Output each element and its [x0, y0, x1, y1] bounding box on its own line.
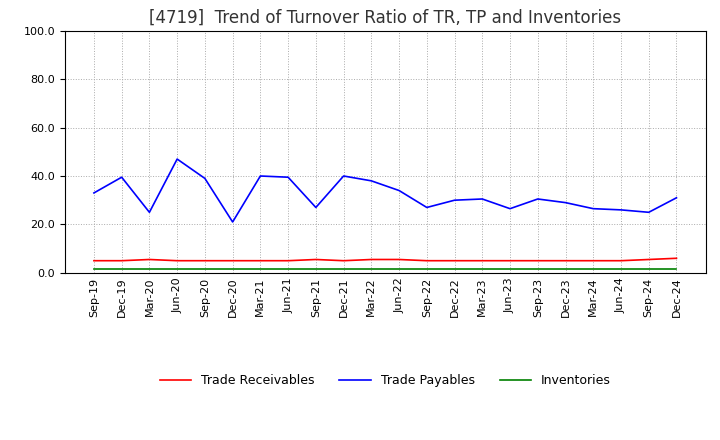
Trade Payables	[367, 178, 376, 183]
Trade Receivables	[395, 257, 403, 262]
Trade Payables	[505, 206, 514, 211]
Trade Payables	[89, 190, 98, 195]
Trade Payables	[561, 200, 570, 205]
Trade Receivables	[450, 258, 459, 263]
Trade Receivables	[561, 258, 570, 263]
Trade Receivables	[312, 257, 320, 262]
Trade Receivables	[173, 258, 181, 263]
Trade Receivables	[423, 258, 431, 263]
Trade Payables	[395, 188, 403, 193]
Trade Receivables	[478, 258, 487, 263]
Inventories	[672, 267, 681, 272]
Trade Payables	[312, 205, 320, 210]
Trade Payables	[117, 175, 126, 180]
Inventories	[644, 267, 653, 272]
Trade Receivables	[367, 257, 376, 262]
Trade Payables	[256, 173, 265, 179]
Inventories	[367, 267, 376, 272]
Trade Payables	[450, 198, 459, 203]
Trade Receivables	[534, 258, 542, 263]
Trade Receivables	[505, 258, 514, 263]
Inventories	[561, 267, 570, 272]
Trade Receivables	[256, 258, 265, 263]
Inventories	[145, 267, 154, 272]
Trade Receivables	[339, 258, 348, 263]
Inventories	[256, 267, 265, 272]
Trade Receivables	[89, 258, 98, 263]
Inventories	[284, 267, 292, 272]
Trade Receivables	[145, 257, 154, 262]
Trade Receivables	[284, 258, 292, 263]
Inventories	[228, 267, 237, 272]
Trade Receivables	[644, 257, 653, 262]
Inventories	[478, 267, 487, 272]
Inventories	[395, 267, 403, 272]
Inventories	[616, 267, 625, 272]
Inventories	[423, 267, 431, 272]
Inventories	[534, 267, 542, 272]
Trade Payables	[589, 206, 598, 211]
Trade Payables	[672, 195, 681, 201]
Title: [4719]  Trend of Turnover Ratio of TR, TP and Inventories: [4719] Trend of Turnover Ratio of TR, TP…	[149, 8, 621, 26]
Trade Receivables	[672, 256, 681, 261]
Trade Payables	[534, 196, 542, 202]
Inventories	[450, 267, 459, 272]
Inventories	[89, 267, 98, 272]
Trade Payables	[616, 207, 625, 213]
Line: Trade Payables: Trade Payables	[94, 159, 677, 222]
Trade Payables	[201, 176, 210, 181]
Line: Trade Receivables: Trade Receivables	[94, 258, 677, 260]
Trade Receivables	[228, 258, 237, 263]
Trade Payables	[284, 175, 292, 180]
Trade Payables	[339, 173, 348, 179]
Inventories	[589, 267, 598, 272]
Inventories	[173, 267, 181, 272]
Inventories	[312, 267, 320, 272]
Trade Receivables	[616, 258, 625, 263]
Trade Payables	[423, 205, 431, 210]
Inventories	[339, 267, 348, 272]
Inventories	[505, 267, 514, 272]
Inventories	[201, 267, 210, 272]
Trade Payables	[478, 196, 487, 202]
Trade Payables	[644, 209, 653, 215]
Trade Payables	[173, 156, 181, 161]
Trade Payables	[145, 209, 154, 215]
Legend: Trade Receivables, Trade Payables, Inventories: Trade Receivables, Trade Payables, Inven…	[155, 370, 616, 392]
Trade Receivables	[589, 258, 598, 263]
Trade Receivables	[201, 258, 210, 263]
Trade Receivables	[117, 258, 126, 263]
Trade Payables	[228, 219, 237, 224]
Inventories	[117, 267, 126, 272]
